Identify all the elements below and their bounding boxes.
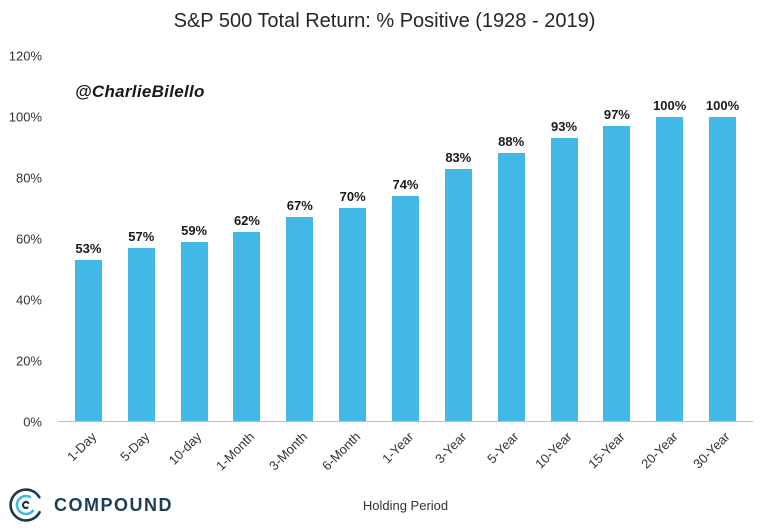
y-tick-label: 20% <box>15 353 42 369</box>
bar <box>444 168 472 421</box>
bar <box>656 116 684 421</box>
bar-value-label: 83% <box>445 149 472 165</box>
y-tick-label: 80% <box>15 170 42 186</box>
compound-logo-text: COMPOUND <box>54 494 173 515</box>
bar-value-label: 70% <box>339 189 366 205</box>
bar-group: 70% 6-Month <box>319 56 379 473</box>
plot-area: 53% 1-Day 57% 5-Day 59% 10-day 62% 1-Month 67% 3-… <box>58 56 753 473</box>
x-tick-label: 15-Year <box>584 429 628 472</box>
y-tick-label: 100% <box>8 109 42 125</box>
x-tick-label: 1-Month <box>213 429 258 474</box>
bar-group: 100% 20-Year <box>638 56 696 472</box>
bar <box>74 259 102 421</box>
bar-group: 93% 10-Year <box>532 56 590 471</box>
bar <box>709 116 737 421</box>
x-tick-label: 3-Year <box>431 429 469 467</box>
bar <box>233 232 261 421</box>
bar-value-label: 93% <box>551 119 578 135</box>
bar-group: 67% 3-Month <box>266 56 326 473</box>
bar-group: 57% 5-Day <box>115 56 167 464</box>
bar-value-label: 100% <box>705 97 740 113</box>
chart-title: S&P 500 Total Return: % Positive (1928 -… <box>173 10 596 32</box>
x-tick-label: 1-Year <box>378 429 417 467</box>
bar-group: 88% 5-Year <box>484 56 537 466</box>
x-tick-label: 10-Year <box>532 429 575 472</box>
bar-group: 62% 1-Month <box>213 56 273 473</box>
x-tick-label: 20-Year <box>637 429 681 472</box>
compound-logo-icon <box>8 487 44 523</box>
bar <box>391 195 419 421</box>
author-annotation: @CharlieBilello <box>75 82 205 101</box>
bar-group: 59% 10-day <box>166 56 220 468</box>
bar-group: 100% 30-Year <box>691 56 749 472</box>
y-tick-label: 60% <box>15 231 42 247</box>
y-tick-label: 0% <box>23 414 42 430</box>
bar-group: 83% 3-Year <box>432 56 484 466</box>
bar <box>603 125 631 421</box>
bar-value-label: 88% <box>498 134 525 150</box>
x-tick-label: 30-Year <box>690 429 734 472</box>
bar-value-label: 59% <box>181 222 208 238</box>
bar <box>339 208 367 421</box>
bars: 53% 1-Day 57% 5-Day 59% 10-day 62% 1-Month 67% 3-… <box>62 56 749 473</box>
x-tick-label: 6-Month <box>318 429 364 474</box>
y-tick-label: 40% <box>15 292 42 308</box>
bar-group: 74% 1-Year <box>379 56 431 466</box>
bar-value-label: 97% <box>603 106 630 122</box>
y-tick-label: 120% <box>8 48 42 64</box>
bar <box>497 153 525 421</box>
x-axis-title: Holding Period <box>362 498 449 513</box>
compound-logo: COMPOUND <box>8 487 173 523</box>
x-tick-label: 5-Day <box>116 429 152 465</box>
bar-value-label: 53% <box>75 240 102 256</box>
bar-value-label: 74% <box>392 176 419 192</box>
bar <box>550 138 578 421</box>
bar-value-label: 100% <box>653 97 687 113</box>
bar-value-label: 67% <box>286 198 313 214</box>
x-tick-label: 5-Year <box>484 429 522 467</box>
bar-value-label: 62% <box>233 213 260 229</box>
bar <box>286 217 314 421</box>
bar <box>127 247 155 421</box>
bar-group: 97% 15-Year <box>585 56 643 471</box>
bar-value-label: 57% <box>128 228 155 244</box>
bar-group: 53% 1-Day <box>62 56 114 464</box>
y-axis: 0% 20% 40% 60% 80% 100% 120% <box>0 49 50 430</box>
x-tick-label: 1-Day <box>63 429 100 465</box>
bar <box>180 241 208 421</box>
x-tick-label: 10-day <box>166 429 205 468</box>
x-tick-label: 3-Month <box>266 429 311 474</box>
